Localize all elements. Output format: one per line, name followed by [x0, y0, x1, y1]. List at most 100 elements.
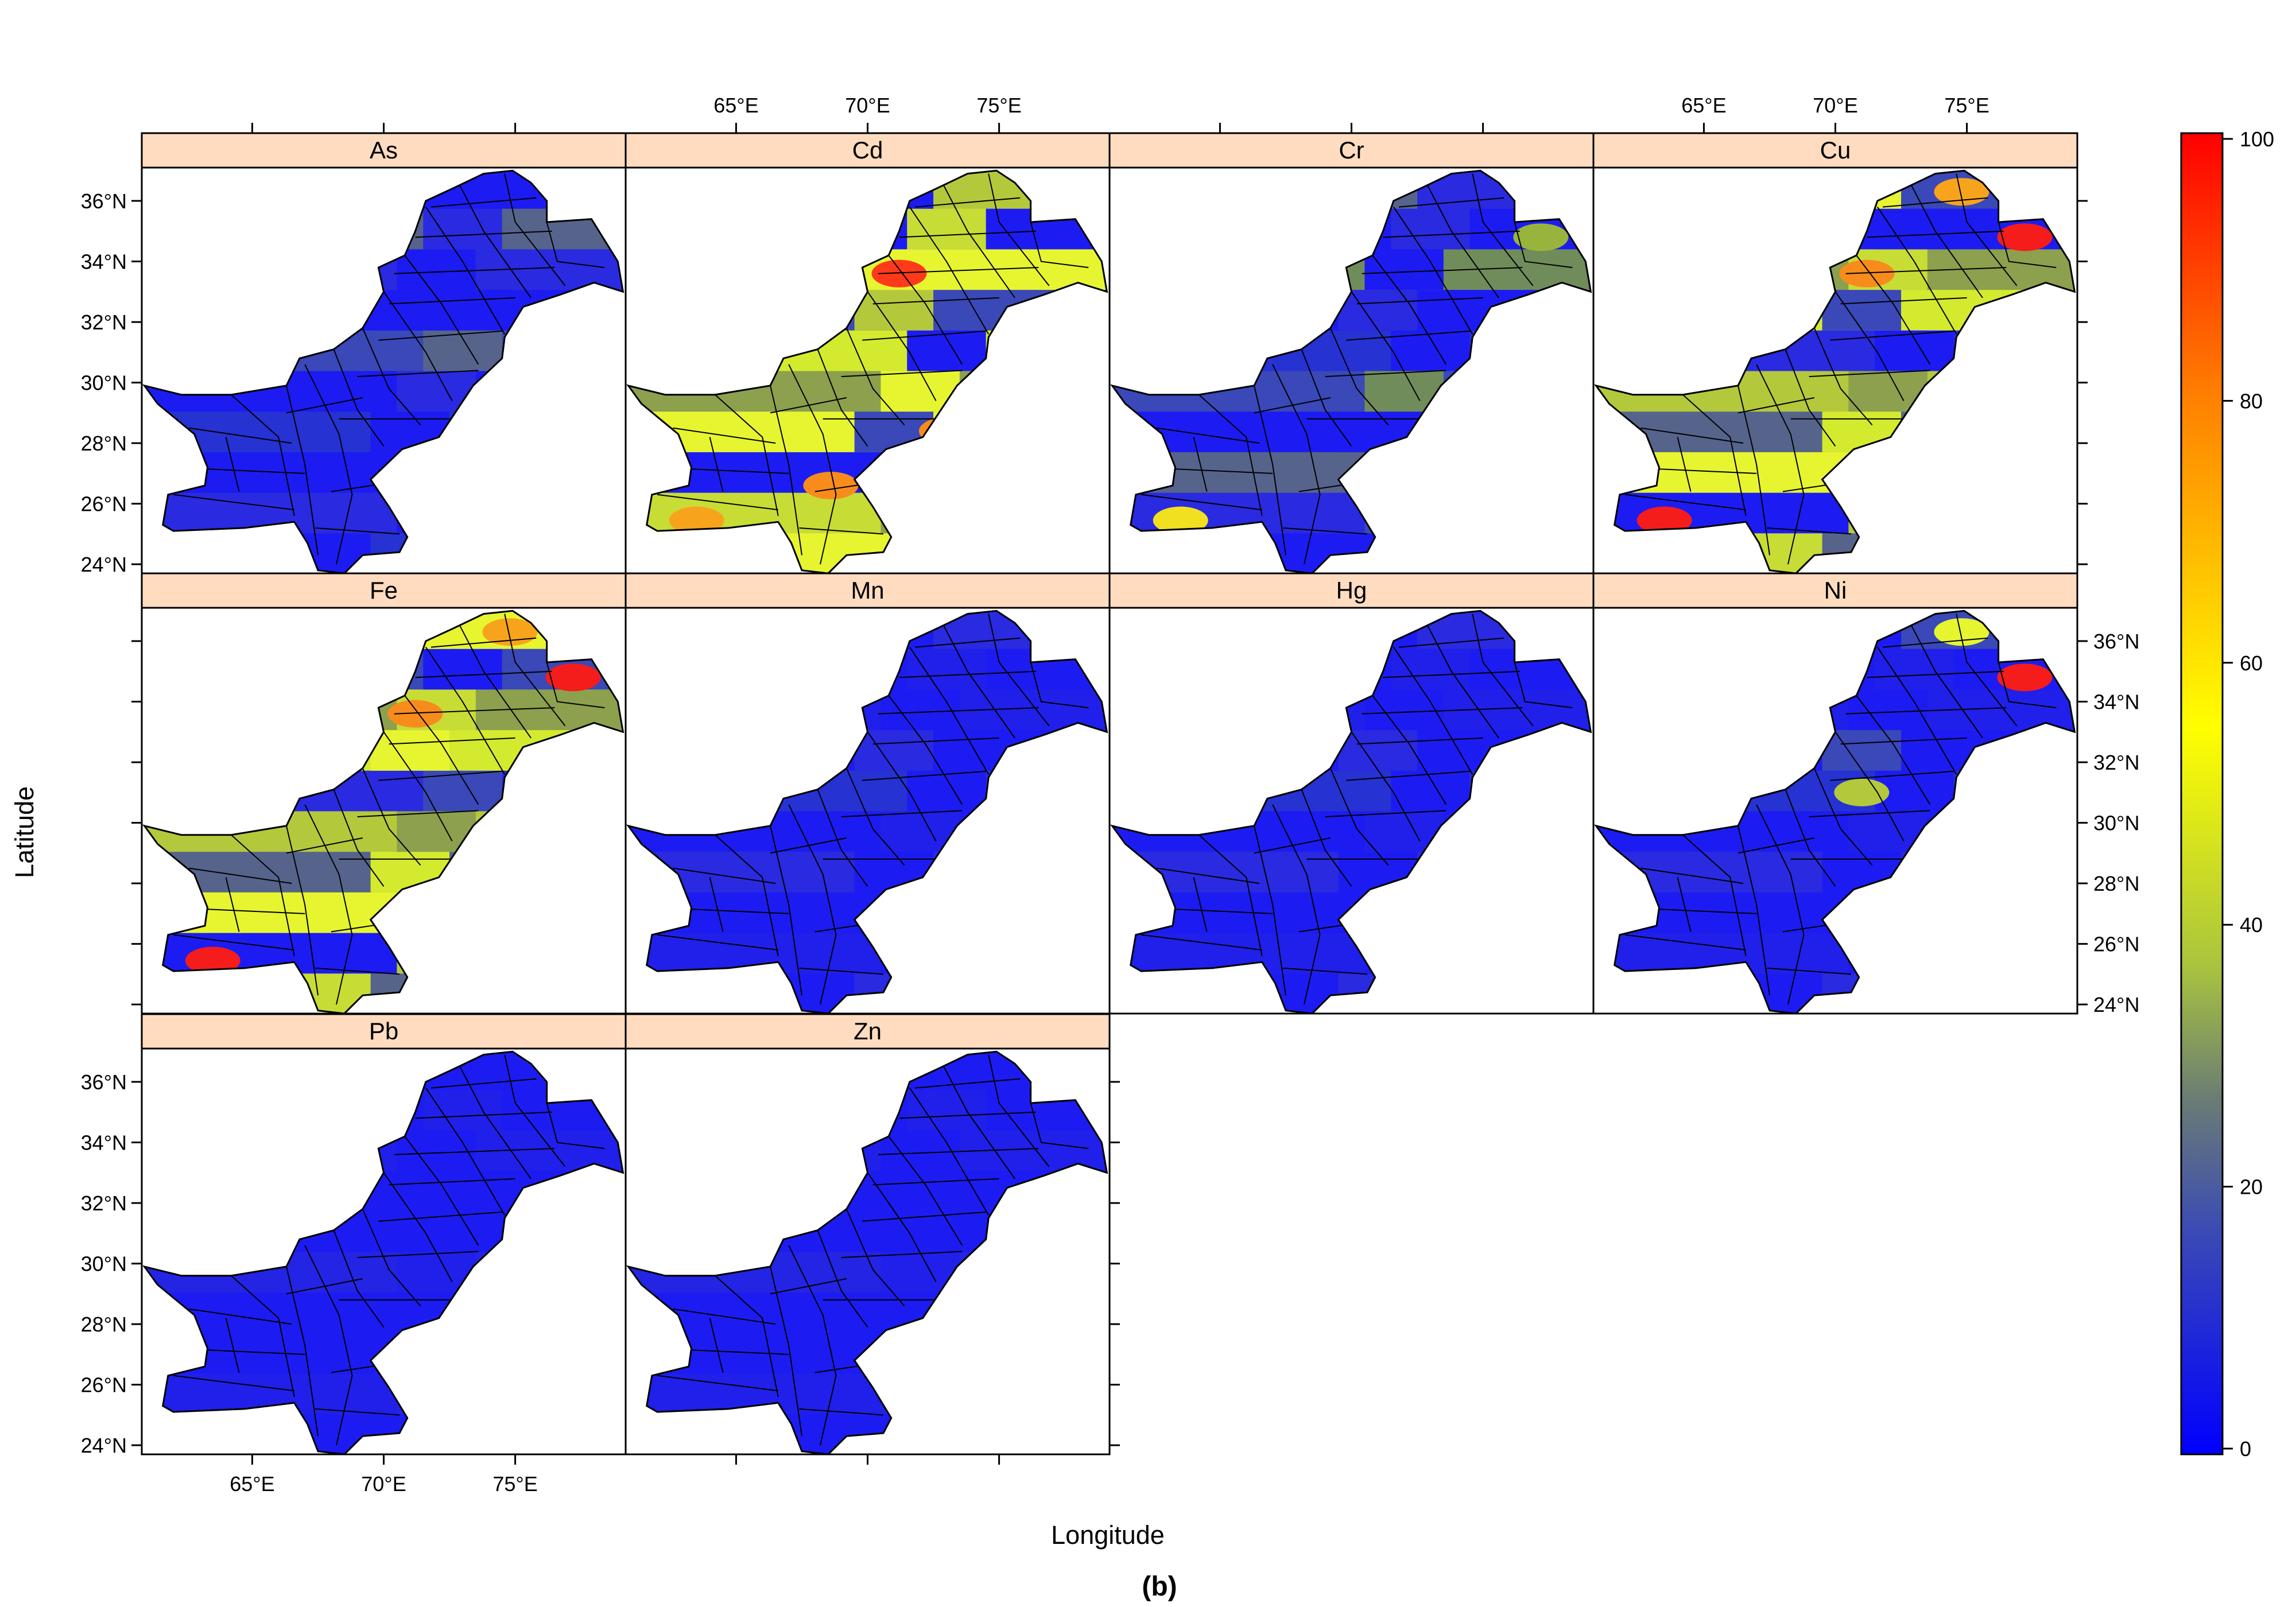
y-tick-label: 32°N	[81, 1191, 127, 1215]
district-borders	[654, 614, 1089, 1005]
colorbar-ticks: 0 20 40 60 80 100	[2223, 127, 2274, 1461]
y-tick-label: 24°N	[2093, 993, 2139, 1016]
x-tick-label: 75°E	[1944, 94, 1989, 117]
country-outline	[626, 610, 1108, 1015]
panels-layer: As Cd Cr Cu Fe Mn Hg Ni Pb Zn	[141, 132, 2078, 1455]
y-tick-label: 26°N	[81, 1373, 127, 1397]
panel-title: Zn	[854, 1018, 882, 1045]
panel-strip	[1592, 132, 2078, 169]
hotspot-region	[1997, 663, 2053, 692]
panel-title: Pb	[369, 1018, 398, 1045]
y-tick-label: 34°N	[2093, 690, 2139, 714]
panel-title: Mn	[851, 577, 884, 604]
panel-strip	[141, 1013, 627, 1050]
y-tick-label: 34°N	[81, 250, 127, 274]
map-panel-fe: Fe	[141, 572, 627, 1015]
colorbar-tick-label: 40	[2240, 913, 2263, 937]
hotspot-region	[669, 506, 724, 534]
colorbar-tick-label: 60	[2240, 651, 2263, 675]
x-tick-label: 70°E	[1813, 94, 1857, 117]
panel-strip	[1108, 572, 1595, 609]
panel-title: Ni	[1824, 577, 1847, 604]
y-tick-label: 36°N	[81, 189, 127, 213]
hotspot-region	[1839, 259, 1895, 288]
hotspot-region	[803, 471, 859, 499]
colorbar: 0 20 40 60 80 100	[2180, 127, 2274, 1461]
panel-title: As	[370, 137, 398, 164]
district-band	[423, 329, 502, 371]
map-panel-hg: Hg	[1108, 572, 1595, 1015]
figure-caption: (b)	[1142, 1571, 1177, 1602]
district-band	[881, 1129, 960, 1171]
y-tick-label: 26°N	[2093, 933, 2139, 956]
hotspot-region	[545, 663, 601, 692]
map-panel-pb: Pb	[141, 1013, 627, 1455]
district-band	[397, 1129, 476, 1171]
country-outline	[1593, 169, 2076, 575]
district-band	[423, 1089, 502, 1131]
y-tick-label: 32°N	[2093, 751, 2139, 774]
y-tick-label: 24°N	[81, 1434, 127, 1457]
district-band	[423, 1210, 502, 1252]
panel-title: Hg	[1336, 577, 1367, 604]
panel-title: Cu	[1820, 137, 1851, 164]
country-outline	[1110, 610, 1592, 1015]
y-tick-label: 24°N	[81, 553, 127, 576]
district-band	[907, 648, 986, 690]
country-outline	[142, 610, 625, 1015]
district-borders	[654, 173, 1089, 565]
country-outline	[1110, 169, 1592, 575]
x-tick-label: 75°E	[976, 94, 1021, 117]
y-tick-label: 26°N	[81, 492, 127, 516]
district-borders	[170, 1054, 605, 1446]
map-panel-cu: Cu	[1592, 132, 2078, 575]
hotspot-region	[185, 946, 241, 975]
colorbar-tick-label: 80	[2240, 389, 2263, 413]
country-outline	[1593, 610, 2076, 1015]
x-tick-label: 75°E	[492, 1472, 537, 1496]
hotspot-region	[871, 259, 927, 288]
district-band	[1391, 770, 1470, 812]
map-panel-ni: Ni	[1592, 572, 2078, 1015]
hotspot-region	[1513, 223, 1569, 251]
y-axis-label: Latitude	[10, 786, 39, 878]
district-borders	[1622, 173, 2057, 565]
map-panel-mn: Mn	[625, 572, 1111, 1015]
district-band	[423, 770, 502, 812]
y-tick-label: 30°N	[81, 1252, 127, 1276]
district-band	[1848, 689, 1927, 731]
map-panel-as: As	[141, 132, 627, 575]
district-borders	[170, 614, 605, 1005]
district-borders	[654, 1054, 1089, 1446]
y-tick-label: 28°N	[2093, 872, 2139, 895]
map-panel-zn: Zn	[625, 1013, 1111, 1455]
country-outline	[626, 169, 1108, 575]
panel-title: Fe	[370, 577, 398, 604]
district-band	[881, 689, 960, 731]
colorbar-gradient	[2180, 132, 2224, 1455]
x-tick-label: 65°E	[1681, 94, 1726, 117]
y-tick-label: 28°N	[81, 432, 127, 455]
panel-title: Cr	[1339, 137, 1364, 164]
district-band	[907, 1210, 986, 1252]
district-band	[1875, 208, 1954, 250]
district-band	[1875, 329, 1954, 371]
district-band	[1391, 208, 1470, 250]
y-tick-label: 32°N	[81, 310, 127, 334]
hotspot-region	[1636, 506, 1692, 534]
hotspot-region	[1153, 506, 1208, 534]
hotspot-region	[387, 700, 443, 728]
map-panel-cd: Cd	[625, 132, 1111, 575]
y-tick-label: 34°N	[81, 1131, 127, 1155]
map-panel-cr: Cr	[1108, 132, 1595, 575]
district-band	[1875, 648, 1954, 690]
country-outline	[142, 169, 625, 575]
y-tick-label: 36°N	[81, 1070, 127, 1094]
district-band	[1364, 689, 1444, 731]
country-outline	[626, 1050, 1108, 1455]
x-tick-label: 65°E	[713, 94, 758, 117]
district-band	[907, 208, 986, 250]
x-tick-label: 65°E	[230, 1472, 274, 1496]
x-axis-label: Longitude	[1051, 1520, 1165, 1550]
